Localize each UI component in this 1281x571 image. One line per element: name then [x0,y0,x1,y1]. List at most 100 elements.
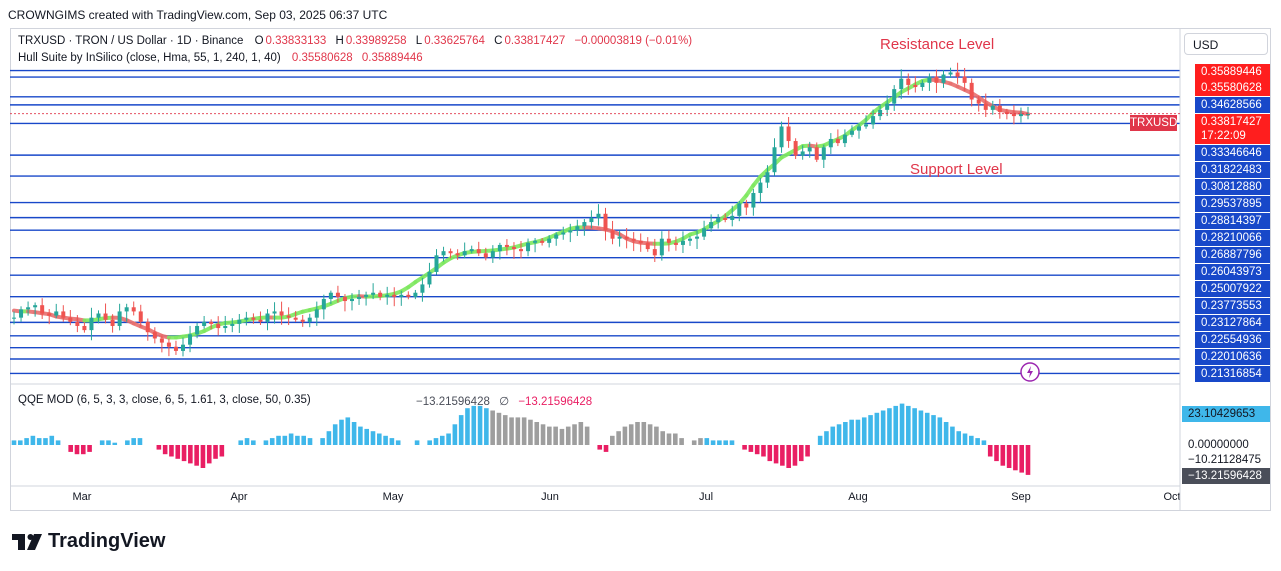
price-axis-label: 0.26887796 [1195,247,1270,263]
price-axis-label: 0.23127864 [1195,315,1270,331]
candle-body [603,213,608,231]
qqe-bar [962,433,968,445]
candle-body [673,242,678,245]
qqe-bar [521,417,527,445]
candle-body [990,105,995,110]
candle-body [983,103,988,110]
flash-icon[interactable] [1020,362,1040,382]
qqe-bar [742,445,747,450]
qqe-bar [773,445,779,464]
candle-body [695,236,700,239]
qqe-bar [723,440,728,445]
symbol-name[interactable]: TRXUSD · TRON / US Dollar · 1D · Binance [18,35,244,47]
qqe-bar [578,422,584,445]
candle-body [19,309,24,318]
qqe-bar [181,445,187,462]
candle-body [540,240,545,243]
candle-body [244,317,249,320]
candle-body [385,294,390,297]
qqe-bar [540,424,546,445]
qqe-bar [534,422,540,445]
price-axis-label: 0.34628566 [1195,97,1270,113]
candle-body [378,292,383,297]
price-axis-label: 0.26043973 [1195,264,1270,280]
price-axis-label: 0.28210066 [1195,230,1270,246]
candle-body [864,124,869,127]
candle-body [293,317,298,320]
qqe-bar [647,424,653,445]
candle-body [279,311,284,316]
qqe-bar [515,417,521,445]
qqe-bar [364,428,369,445]
candle-body [962,76,967,83]
qqe-bar [710,440,716,445]
qqe-bar [188,445,193,464]
qqe-bar [458,415,464,445]
x-tick-label: Mar [73,491,92,503]
candle-body [913,84,918,88]
candle-body [237,319,242,324]
qqe-bar [597,445,603,450]
qqe-bar [943,422,949,445]
candle-body [223,325,228,329]
candle-body [723,217,728,220]
qqe-label[interactable]: QQE MOD (6, 5, 3, 3, close, 6, 5, 1.61, … [18,394,311,406]
qqe-bar [899,403,905,445]
bar-countdown: 17:22:09 [1195,128,1270,144]
qqe-bar [30,435,36,445]
qqe-bar [780,445,785,466]
qqe-value-2: ∅ [499,396,510,408]
qqe-bar [301,435,307,445]
candle-body [969,82,974,100]
qqe-bar [295,435,300,445]
qqe-bar [547,426,552,445]
candle-body [659,238,664,256]
candle-body [131,307,136,312]
qqe-bar [244,438,250,445]
qqe-bar [559,428,565,445]
support-annotation: Support Level [910,161,1003,178]
qqe-bar [868,415,873,445]
candle-body [364,294,369,297]
candle-body [751,192,756,208]
candle-body [737,203,742,216]
tradingview-logo[interactable]: TradingView [12,530,165,553]
qqe-bar [855,419,861,445]
hull-label[interactable]: Hull Suite by InSilico (close, Hma, 55, … [18,52,281,64]
currency-button[interactable]: USD [1184,33,1268,55]
price-axis-label: 0.31822483 [1195,162,1270,178]
qqe-bar [339,419,344,445]
candle-body [765,172,770,183]
qqe-bar [320,438,325,445]
candle-body [96,313,101,318]
qqe-bar [843,422,848,445]
candle-body [47,313,52,316]
candle-body [216,323,221,329]
qqe-bar [74,445,80,455]
qqe-legend: QQE MOD (6, 5, 3, 3, close, 6, 5, 1.61, … [18,394,313,406]
candle-body [321,298,326,310]
qqe-bar [87,445,92,452]
x-tick-label: May [383,491,404,503]
candle-body [455,253,460,256]
candle-body [758,182,763,193]
qqe-bar [754,445,760,455]
candle-body [307,317,312,322]
low-value: 0.33625764 [424,35,485,47]
candle-body [680,240,685,245]
candle-body [631,238,636,241]
candle-body [103,313,108,320]
candle-body [12,317,16,319]
candle-body [26,307,31,310]
candle-body [596,213,601,218]
candle-body [406,294,411,297]
qqe-bar [276,435,281,445]
qqe-bar [584,426,590,445]
resistance-annotation: Resistance Level [880,36,994,53]
qqe-bar [162,445,168,455]
qqe-bar [263,440,269,445]
qqe-bar [975,438,980,445]
hull-value-2: 0.35889446 [361,52,423,64]
qqe-bar [654,426,659,445]
